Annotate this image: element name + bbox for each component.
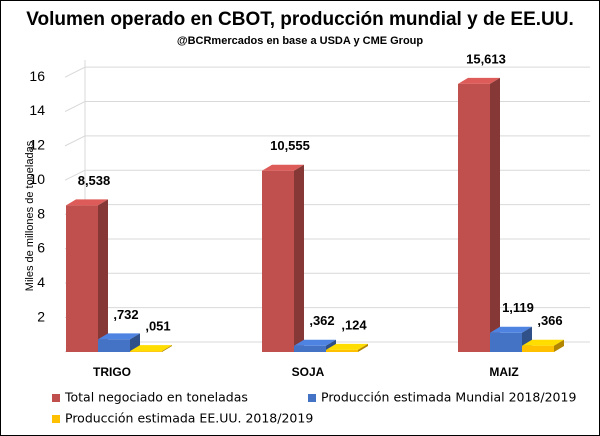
y-tick-label: 6 bbox=[37, 240, 45, 256]
legend-swatch bbox=[52, 415, 60, 423]
bar-front bbox=[98, 339, 130, 352]
value-label: 10,555 bbox=[270, 138, 310, 153]
bar-top bbox=[98, 333, 140, 340]
value-label: 8,538 bbox=[78, 173, 111, 188]
bar-top bbox=[262, 164, 304, 171]
bar-front bbox=[490, 332, 522, 352]
value-label: ,362 bbox=[309, 313, 334, 328]
y-tick-label: 8 bbox=[37, 205, 45, 221]
legend-label: Total negociado en toneladas bbox=[64, 390, 248, 405]
value-label: 15,613 bbox=[466, 51, 506, 66]
bar-front bbox=[522, 345, 554, 352]
value-label: ,366 bbox=[537, 313, 562, 328]
bar-side bbox=[98, 199, 108, 352]
x-tick-label: SOJA bbox=[292, 365, 325, 379]
bar-top bbox=[458, 77, 500, 84]
legend-swatch bbox=[52, 394, 60, 402]
bar-side bbox=[554, 339, 564, 352]
bar-top bbox=[490, 326, 532, 333]
grid-line bbox=[64, 101, 590, 112]
bar-top bbox=[66, 199, 108, 206]
x-tick-label: TRIGO bbox=[93, 365, 131, 379]
bar-top bbox=[130, 345, 172, 352]
legend-label: Producción estimada Mundial 2018/2019 bbox=[321, 390, 576, 405]
bar-front bbox=[66, 205, 98, 352]
bar-top bbox=[294, 339, 336, 346]
bar-front bbox=[458, 83, 490, 352]
bar-side bbox=[294, 164, 304, 352]
bar-side bbox=[490, 77, 500, 352]
y-tick-label: 14 bbox=[29, 102, 45, 118]
value-label: ,732 bbox=[113, 307, 138, 322]
legend-label: Producción estimada EE.UU. 2018/2019 bbox=[65, 411, 313, 426]
bar-top bbox=[522, 339, 564, 346]
value-label: 1,119 bbox=[502, 300, 534, 315]
chart-title: Volumen operado en CBOT, producción mund… bbox=[26, 9, 574, 30]
y-tick-label: 16 bbox=[29, 68, 45, 84]
value-label: ,124 bbox=[341, 317, 367, 332]
x-tick-label: MAIZ bbox=[489, 365, 518, 379]
bar-top bbox=[326, 343, 368, 350]
grid-line bbox=[64, 66, 590, 78]
value-label: ,051 bbox=[145, 319, 170, 334]
y-tick-label: 4 bbox=[37, 274, 45, 290]
bar-front bbox=[262, 170, 294, 352]
y-axis-label: Miles de millones de toneladas bbox=[24, 140, 36, 291]
grid-line bbox=[64, 135, 590, 147]
grid-line bbox=[64, 169, 590, 181]
bar-front bbox=[130, 351, 162, 352]
y-tick-label: 10 bbox=[29, 171, 45, 187]
bar-side bbox=[162, 345, 172, 352]
bar-side bbox=[358, 343, 368, 352]
chart-subtitle: @BCRmercados en base a USDA y CME Group bbox=[177, 35, 424, 47]
y-tick-label: 2 bbox=[37, 308, 45, 324]
y-tick-label: 12 bbox=[29, 137, 45, 153]
bar-front bbox=[326, 349, 358, 352]
legend-swatch bbox=[308, 394, 316, 402]
bar-front bbox=[294, 345, 326, 352]
